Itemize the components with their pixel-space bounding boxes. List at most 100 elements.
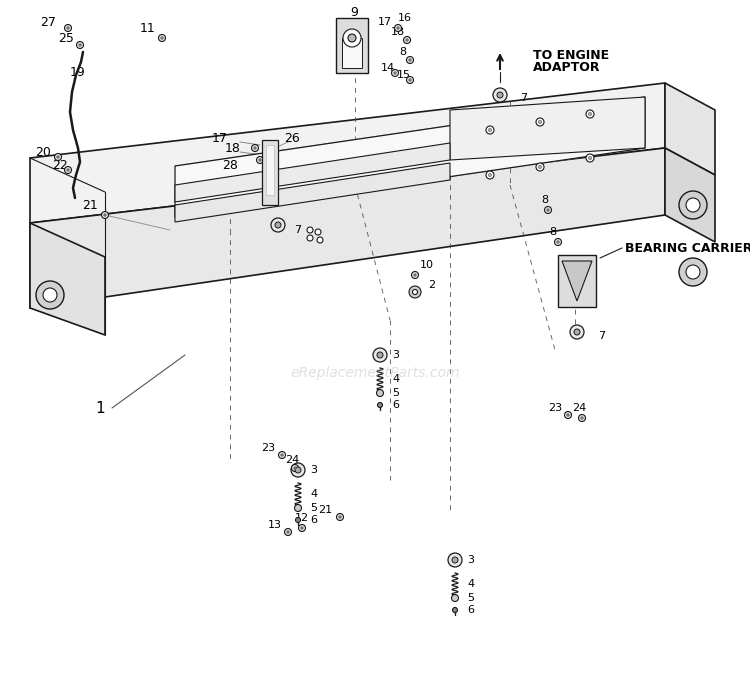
Circle shape (414, 274, 416, 276)
Text: 7: 7 (294, 225, 301, 235)
Text: 13: 13 (268, 520, 282, 530)
Text: TO ENGINE: TO ENGINE (533, 48, 609, 61)
Circle shape (104, 214, 106, 216)
Circle shape (448, 553, 462, 567)
Circle shape (412, 272, 419, 278)
Circle shape (57, 155, 59, 158)
Circle shape (565, 412, 572, 419)
Text: 27: 27 (40, 15, 56, 28)
Text: 9: 9 (350, 6, 358, 19)
Text: 10: 10 (420, 260, 434, 270)
Text: 3: 3 (467, 555, 474, 565)
Circle shape (373, 348, 387, 362)
Text: 17: 17 (378, 17, 392, 27)
Bar (336, 18, 368, 73)
Circle shape (413, 290, 418, 294)
Circle shape (377, 352, 383, 358)
Circle shape (307, 227, 313, 233)
Circle shape (538, 166, 542, 169)
Text: eReplacementParts.com: eReplacementParts.com (290, 366, 460, 380)
Circle shape (586, 110, 594, 118)
Circle shape (497, 92, 503, 98)
Circle shape (67, 169, 69, 171)
Circle shape (307, 235, 313, 241)
Circle shape (570, 325, 584, 339)
Text: 19: 19 (70, 66, 86, 79)
Text: 22: 22 (52, 158, 68, 171)
Text: 8: 8 (550, 227, 556, 237)
Polygon shape (30, 83, 665, 223)
Text: 4: 4 (467, 579, 474, 589)
Circle shape (259, 159, 261, 161)
Circle shape (43, 288, 57, 302)
Circle shape (578, 415, 586, 422)
Polygon shape (266, 145, 274, 195)
Circle shape (409, 286, 421, 298)
Text: 8: 8 (400, 47, 406, 57)
Text: 18: 18 (391, 27, 405, 37)
Circle shape (409, 59, 411, 61)
Circle shape (547, 209, 549, 211)
Circle shape (554, 238, 562, 245)
Circle shape (256, 156, 263, 164)
Circle shape (291, 463, 305, 477)
Text: 28: 28 (222, 158, 238, 171)
Text: 17: 17 (212, 131, 228, 144)
Text: 5: 5 (392, 388, 399, 398)
Circle shape (337, 513, 344, 520)
Circle shape (251, 144, 259, 151)
Circle shape (452, 594, 458, 601)
Text: 7: 7 (598, 331, 605, 341)
Circle shape (493, 88, 507, 102)
Text: 6: 6 (310, 515, 317, 525)
Text: 5: 5 (310, 503, 317, 513)
Circle shape (686, 198, 700, 212)
Text: 20: 20 (35, 146, 51, 158)
Circle shape (76, 41, 83, 48)
Text: 8: 8 (542, 195, 548, 205)
Circle shape (589, 156, 592, 160)
Circle shape (486, 126, 494, 134)
Text: 23: 23 (548, 403, 562, 413)
Polygon shape (562, 261, 592, 301)
Text: 3: 3 (392, 350, 399, 360)
Circle shape (409, 79, 411, 82)
Text: 2: 2 (428, 280, 435, 290)
Text: 11: 11 (140, 21, 156, 35)
Circle shape (488, 129, 491, 131)
Circle shape (286, 531, 290, 533)
Circle shape (317, 237, 323, 243)
Circle shape (376, 390, 383, 397)
Circle shape (36, 281, 64, 309)
Polygon shape (262, 140, 278, 205)
Polygon shape (175, 143, 450, 202)
Text: 12: 12 (295, 513, 309, 523)
Circle shape (296, 518, 301, 522)
Circle shape (589, 113, 592, 115)
Circle shape (158, 35, 166, 41)
Circle shape (536, 163, 544, 171)
Circle shape (538, 120, 542, 124)
Circle shape (64, 24, 71, 32)
Circle shape (339, 515, 341, 518)
Circle shape (452, 557, 458, 563)
Text: 5: 5 (467, 593, 474, 603)
Circle shape (586, 154, 594, 162)
Circle shape (294, 467, 296, 469)
Circle shape (392, 70, 398, 77)
Circle shape (406, 57, 413, 64)
Circle shape (580, 417, 584, 419)
Text: 4: 4 (392, 374, 399, 384)
Polygon shape (175, 163, 450, 222)
Text: 26: 26 (284, 131, 300, 144)
Circle shape (315, 229, 321, 235)
Text: 4: 4 (310, 489, 317, 499)
Polygon shape (175, 97, 645, 217)
Circle shape (284, 529, 292, 536)
Circle shape (101, 211, 109, 218)
Text: ADAPTOR: ADAPTOR (533, 61, 601, 73)
Circle shape (486, 171, 494, 179)
Bar (342, 38, 362, 68)
Text: 6: 6 (392, 400, 399, 410)
Circle shape (271, 218, 285, 232)
